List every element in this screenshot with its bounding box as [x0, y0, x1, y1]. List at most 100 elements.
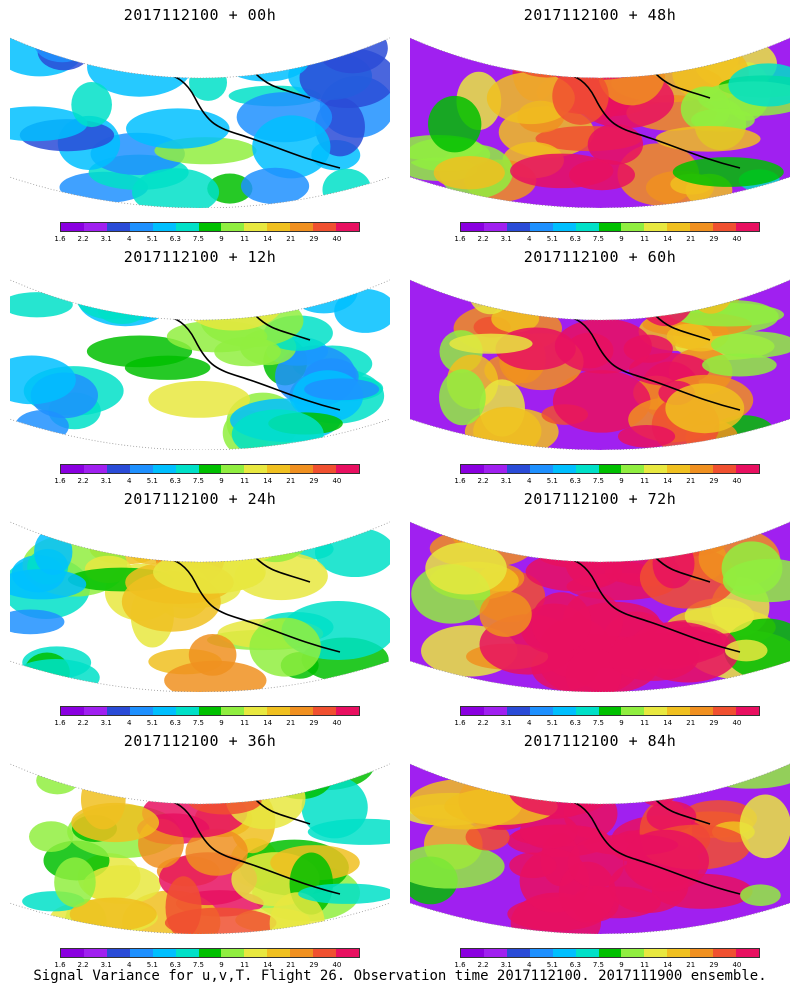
colorbar-tick-label: 6.3	[169, 235, 181, 243]
colorbar-tick-label: 5.1	[546, 961, 558, 969]
colorbar-tick-label: 7.5	[592, 477, 605, 485]
variance-contour	[486, 72, 575, 125]
colorbar-tick-label: 5.1	[546, 477, 558, 485]
variance-contour	[439, 369, 486, 426]
variance-contour	[535, 33, 632, 61]
variance-contour	[110, 37, 162, 65]
panel-title: 2017112100 + 24h	[123, 490, 277, 508]
forecast-panel: 2017112100 + 48h 1.6 2.2 3.1 4 5.1 6.3 7.5 9 11 14…	[400, 0, 800, 243]
variance-contour	[433, 513, 541, 537]
variance-contour	[614, 270, 701, 294]
map-border	[410, 521, 790, 692]
panel-title: 2017112100 + 00h	[123, 6, 277, 24]
colorbar-tick-label: 3.1	[500, 719, 512, 727]
colorbar-swatch	[313, 465, 337, 473]
colorbar-swatch	[644, 223, 668, 231]
colorbar-tick-label: 1.6	[454, 477, 466, 485]
variance-contour	[567, 838, 625, 889]
colorbar-swatch	[461, 707, 484, 715]
colorbar-tick-label: 5.1	[146, 719, 158, 727]
colorbar-tick-labels: 1.6 2.2 3.1 4 5.1 6.3 7.5 9 11 14 21 29 40	[50, 235, 370, 245]
colorbar-swatch	[552, 223, 576, 231]
colorbar-tick-label: 2.2	[477, 235, 489, 243]
colorbar-swatch	[667, 949, 691, 957]
colorbar-swatch	[713, 223, 737, 231]
variance-contour	[304, 378, 380, 401]
colorbar-swatch	[267, 223, 291, 231]
colorbar-swatch	[106, 949, 130, 957]
variance-contour	[479, 591, 532, 637]
colorbar-swatch	[198, 707, 222, 715]
variance-contour	[240, 167, 310, 205]
variance-contour	[301, 776, 368, 839]
variance-contour	[187, 787, 262, 815]
colorbar-tick-label: 14	[663, 961, 673, 969]
colorbar-tick-label: 5.1	[546, 719, 558, 727]
variance-contour	[69, 897, 157, 931]
variance-contour	[449, 333, 533, 354]
colorbar-swatch	[667, 707, 691, 715]
colorbar-swatch	[198, 223, 222, 231]
colorbar-tick-label: 14	[663, 235, 673, 243]
variance-contour	[482, 754, 561, 792]
colorbar-swatch	[106, 465, 130, 473]
colorbar-swatch	[529, 707, 553, 715]
colorbar-swatch	[244, 465, 268, 473]
colorbar-tick-label: 21	[286, 719, 296, 727]
variance-contour	[14, 410, 69, 443]
variance-contour	[222, 39, 310, 82]
signal-variance-map	[410, 28, 790, 208]
variance-contour	[189, 64, 228, 101]
variance-contour	[269, 892, 325, 934]
colorbar-tick-labels: 1.6 2.2 3.1 4 5.1 6.3 7.5 9 11 14 21 29 40	[450, 477, 770, 487]
colorbar-tick-label: 29	[709, 477, 719, 485]
variance-contour	[180, 35, 250, 57]
signal-variance-map	[10, 754, 390, 934]
colorbar-tick-label: 40	[332, 719, 342, 727]
colorbar-tick-label: 40	[732, 235, 742, 243]
forecast-panel: 2017112100 + 36h 1.6 2.2 3.1 4 5.1 6.3 7.5 9 11 14…	[0, 726, 400, 969]
colorbar-tick-label: 11	[640, 235, 650, 243]
variance-contour	[138, 781, 228, 802]
variance-contour	[10, 355, 76, 405]
colorbar-tick-label: 4	[126, 719, 132, 727]
variance-contour	[530, 754, 609, 780]
colorbar-swatch	[221, 465, 245, 473]
colorbar-tick-label: 7.5	[592, 235, 605, 243]
colorbar-swatch	[290, 223, 314, 231]
colorbar-swatch	[483, 949, 507, 957]
colorbar-swatch	[83, 465, 107, 473]
colorbar-tick-label: 11	[240, 961, 250, 969]
variance-contour	[665, 383, 745, 434]
colorbar-tick-label: 1.6	[54, 235, 66, 243]
variance-contour	[652, 538, 695, 589]
colorbar-swatch	[575, 465, 599, 473]
colorbar-tick-label: 9	[619, 477, 624, 485]
colorbar-swatch	[506, 223, 530, 231]
colorbar-tick-label: 6.3	[569, 235, 581, 243]
variance-contour	[531, 592, 592, 653]
colorbar-swatch	[175, 223, 199, 231]
variance-contour	[215, 531, 288, 556]
colorbar-tick-label: 7.5	[192, 961, 205, 969]
variance-contour	[146, 758, 244, 794]
colorbar-tick-label: 1.6	[454, 235, 466, 243]
variance-contour	[10, 292, 73, 318]
colorbar-tick-label: 2.2	[77, 719, 89, 727]
variance-contour	[639, 28, 706, 51]
colorbar-tick-label: 2.2	[477, 719, 489, 727]
colorbar	[60, 464, 360, 474]
colorbar-tick-label: 6.3	[569, 961, 581, 969]
colorbar-swatch	[198, 465, 222, 473]
colorbar-swatch	[61, 465, 84, 473]
colorbar-swatch	[267, 707, 291, 715]
colorbar-tick-label: 3.1	[500, 477, 512, 485]
variance-contour	[54, 857, 96, 908]
colorbar-tick-label: 6.3	[169, 719, 181, 727]
colorbar-tick-label: 40	[732, 961, 742, 969]
colorbar-swatch	[83, 223, 107, 231]
colorbar-swatch	[152, 949, 176, 957]
signal-variance-map	[410, 270, 790, 450]
variance-contour	[588, 523, 704, 559]
variance-contour	[508, 764, 613, 817]
